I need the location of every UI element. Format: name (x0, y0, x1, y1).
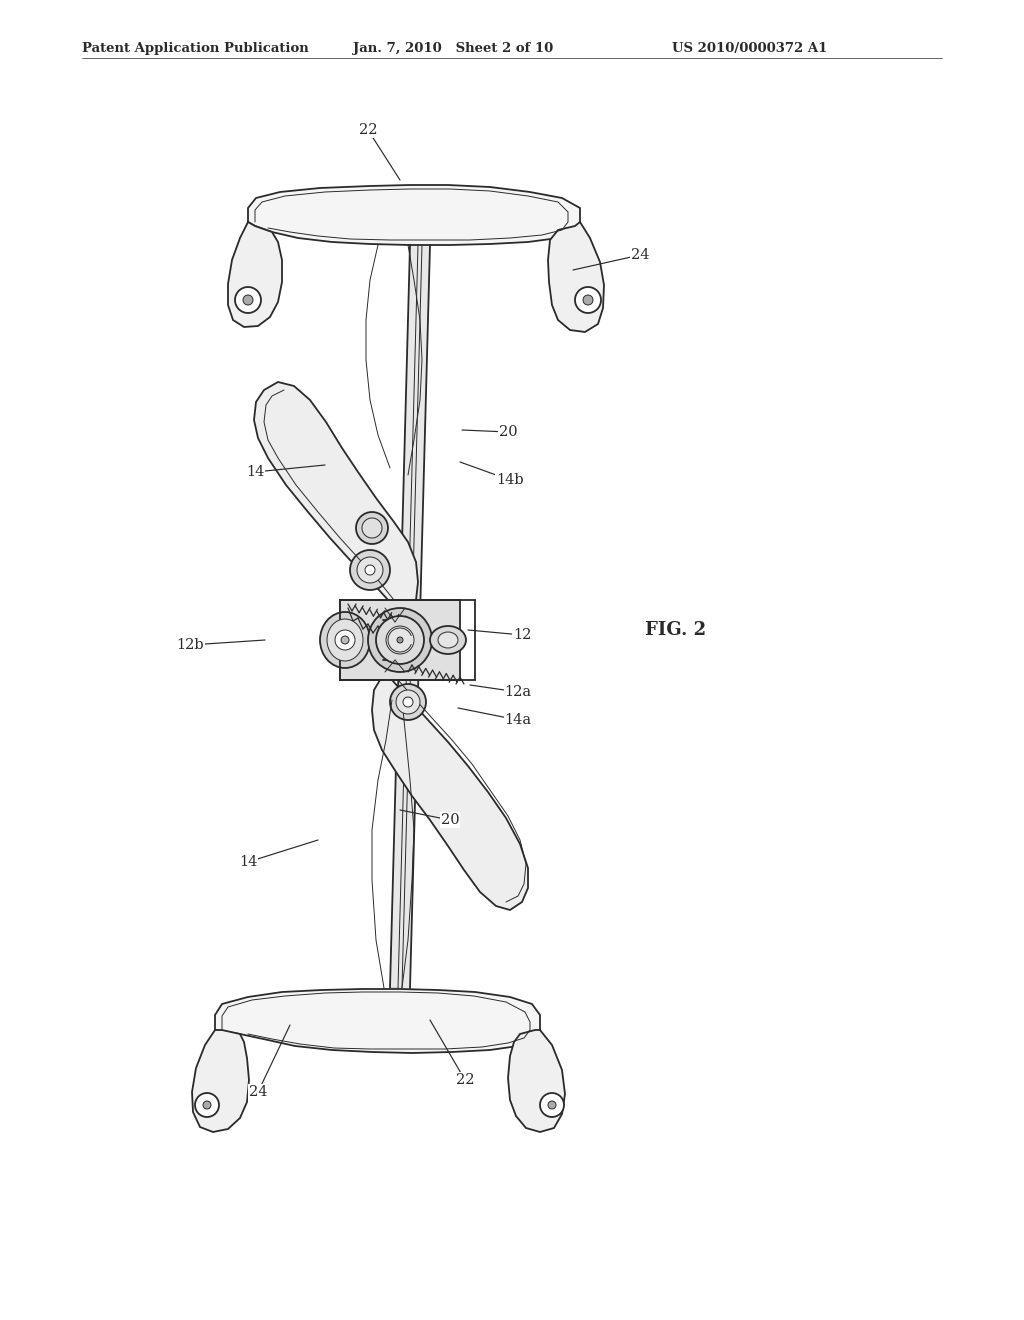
Text: 22: 22 (430, 1020, 474, 1086)
Circle shape (335, 630, 355, 649)
Text: US 2010/0000372 A1: US 2010/0000372 A1 (672, 42, 827, 55)
Polygon shape (193, 1030, 249, 1133)
Polygon shape (215, 989, 540, 1053)
Text: Patent Application Publication: Patent Application Publication (82, 42, 309, 55)
Text: 14: 14 (246, 465, 325, 479)
Text: 24: 24 (573, 248, 649, 271)
Circle shape (357, 557, 383, 583)
Text: 14b: 14b (460, 462, 524, 487)
Circle shape (390, 684, 426, 719)
Text: Jan. 7, 2010   Sheet 2 of 10: Jan. 7, 2010 Sheet 2 of 10 (353, 42, 553, 55)
Circle shape (341, 636, 349, 644)
Text: 14a: 14a (458, 708, 531, 727)
Polygon shape (372, 680, 528, 909)
Ellipse shape (438, 632, 458, 648)
Circle shape (365, 565, 375, 576)
Ellipse shape (376, 616, 424, 664)
Circle shape (362, 517, 382, 539)
Ellipse shape (430, 626, 466, 653)
Text: 20: 20 (462, 425, 517, 440)
Text: 12: 12 (468, 628, 531, 642)
Polygon shape (390, 244, 430, 989)
Circle shape (203, 1101, 211, 1109)
Text: FIG. 2: FIG. 2 (645, 620, 707, 639)
Circle shape (403, 697, 413, 708)
Text: 12b: 12b (176, 638, 265, 652)
Text: 20: 20 (400, 810, 460, 828)
Text: 12a: 12a (470, 685, 531, 700)
Text: 24: 24 (249, 1026, 290, 1100)
Polygon shape (508, 1030, 565, 1133)
Circle shape (350, 550, 390, 590)
Text: 14: 14 (239, 840, 318, 869)
Circle shape (356, 512, 388, 544)
Circle shape (195, 1093, 219, 1117)
Ellipse shape (327, 619, 362, 661)
Circle shape (243, 294, 253, 305)
Polygon shape (228, 222, 282, 327)
Circle shape (548, 1101, 556, 1109)
Ellipse shape (319, 612, 370, 668)
Polygon shape (548, 222, 604, 333)
Text: 22: 22 (358, 123, 400, 180)
Ellipse shape (386, 626, 414, 653)
Circle shape (397, 638, 403, 643)
Circle shape (396, 690, 420, 714)
Circle shape (540, 1093, 564, 1117)
Ellipse shape (368, 609, 432, 672)
Polygon shape (254, 381, 418, 601)
Circle shape (234, 286, 261, 313)
Circle shape (575, 286, 601, 313)
Circle shape (583, 294, 593, 305)
Polygon shape (340, 601, 460, 680)
Polygon shape (248, 185, 580, 246)
